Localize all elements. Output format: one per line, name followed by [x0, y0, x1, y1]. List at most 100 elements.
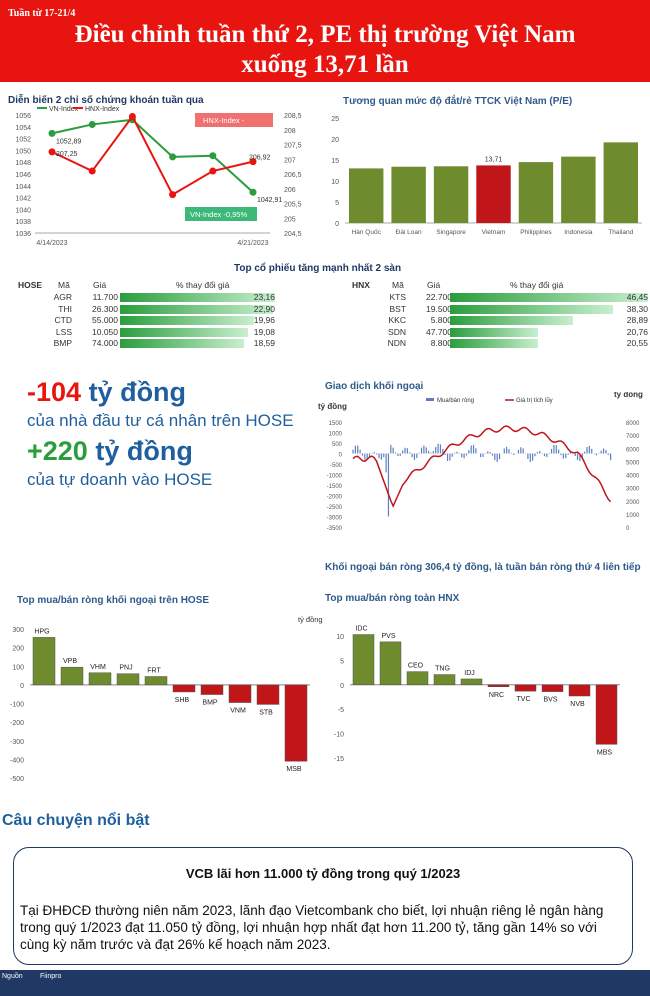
table-row: KTS 22.700 46,45	[352, 292, 650, 302]
y-tick-right: 2000	[626, 500, 640, 506]
row-code: LSS	[55, 326, 72, 337]
series-line-VN-Index	[51, 118, 254, 193]
index-line-chart: 1036 1038 1040 1042 1044 1046 1048 1050 1052 1054…	[15, 106, 302, 247]
y-tick: -500	[10, 776, 24, 783]
y-tick-left: 1056	[15, 113, 31, 120]
bar-label: TNG	[435, 666, 450, 673]
table-header: HOSE Mã Giá % thay đổi giá	[18, 280, 328, 290]
net-bar-HPG	[32, 637, 56, 686]
data-point	[209, 152, 217, 160]
net-bar-BMP	[200, 684, 224, 695]
row-change-bar	[120, 339, 245, 348]
y-tick-right: 206	[284, 187, 296, 194]
bar-label: MBS	[597, 749, 613, 756]
y-tick: 10	[336, 634, 344, 641]
y-tick-right: 4000	[626, 474, 640, 480]
row-code: AGR	[53, 292, 72, 302]
y-tick-left: 0	[339, 453, 343, 459]
bar-label: NRC	[489, 692, 504, 699]
hnx-net-title: Top mua/bán ròng toàn HNX	[325, 593, 460, 604]
net-bar-MSB	[284, 684, 308, 762]
row-change-bar	[120, 327, 248, 337]
data-point	[48, 129, 56, 137]
bar-label: IDC	[355, 626, 367, 633]
week-label: Tuần từ 17-21/4	[8, 8, 76, 19]
y-tick: -100	[10, 702, 24, 709]
data-point	[128, 112, 136, 120]
y-tick-right: 208	[284, 128, 296, 135]
hnx-start-label: 207,25	[56, 151, 78, 158]
y-tick: 10	[331, 179, 339, 186]
bar-label: CEO	[408, 663, 424, 670]
footer-label: Nguồn	[2, 973, 23, 980]
net-bar-IDJ	[460, 678, 483, 686]
net-bar-CEO	[406, 671, 429, 686]
x-tick: Indonesia	[564, 229, 593, 236]
row-code: SDN	[388, 326, 406, 337]
net-bar-VPB	[60, 666, 84, 686]
net-bar-PVS	[379, 641, 402, 686]
data-point	[169, 153, 177, 161]
y-tick-right: 0	[626, 526, 630, 532]
table-row: BMP 74.000 18,59	[18, 338, 328, 348]
row-price: 5.800	[430, 315, 452, 325]
x-tick: Hàn Quốc	[352, 227, 382, 236]
bar-label: PNJ	[119, 665, 132, 672]
x-tick: Vietnam	[482, 229, 506, 236]
pe-bar-Thailand	[603, 142, 638, 223]
headline-text-1: của nhà đầu tư cá nhân trên HOSE	[27, 411, 294, 430]
row-price: 22.700	[426, 292, 452, 302]
hose-net-bar-chart: 300 200 100 0 -100 -200 -300 -400 -500 HPG VPB VHM P…	[10, 627, 310, 783]
y-tick: -5	[338, 707, 344, 714]
top-gainers-title: Top cổ phiếu tăng mạnh nhất 2 sàn	[234, 263, 402, 274]
data-point	[249, 188, 257, 196]
y-tick: -200	[10, 720, 24, 727]
data-point	[169, 191, 177, 199]
y-tick: 25	[331, 116, 339, 123]
y-tick: 15	[331, 158, 339, 165]
row-change-value: 20,76	[626, 326, 648, 337]
net-bar-IDC	[352, 634, 375, 686]
y-tick-right: 204,5	[284, 231, 302, 238]
row-change-value: 28,89	[626, 315, 648, 325]
net-bar-NVB	[568, 684, 591, 697]
net-bar-VHM	[88, 672, 112, 686]
y-tick-right: 1000	[626, 513, 640, 519]
vn-callout: VN-Index -0,95%	[190, 210, 247, 219]
y-tick-left: 1048	[15, 160, 31, 167]
footer-source: Fiinpro	[40, 973, 62, 980]
y-tick: 100	[12, 664, 24, 671]
hnx-callout-box	[195, 113, 273, 127]
row-change-value: 19,96	[253, 315, 275, 325]
y-tick-right: 207,5	[284, 143, 302, 150]
y-tick-left: -1500	[327, 484, 343, 490]
row-price: 11.700	[92, 292, 118, 302]
bar-label: MSB	[286, 766, 302, 773]
table-row: BST 19.500 38,30	[352, 304, 650, 314]
value-2-unit: tỷ đồng	[95, 436, 193, 466]
y-axis-label: tỷ đồng	[298, 615, 323, 624]
row-change-value: 19,08	[253, 326, 275, 337]
row-change-bar	[120, 316, 254, 325]
header-cell: Mã	[392, 280, 404, 290]
table-row: AGR 11.700 23,16	[18, 292, 328, 302]
y-tick-left: 1046	[15, 172, 31, 179]
headline-value-1: -104 tỷ đồng	[27, 377, 186, 408]
y-tick-left: -3000	[327, 516, 343, 522]
y-tick-left: 1052	[15, 137, 31, 144]
pe-bar-Đài Loan	[391, 166, 426, 223]
value-1-unit: tỷ đồng	[88, 377, 187, 407]
vn-end-label: 1042,91	[257, 197, 282, 204]
bar-label: TVC	[517, 696, 531, 703]
x-tick: Philippines	[520, 229, 552, 236]
x-tick: Singapore	[436, 229, 466, 236]
bar-label: NVB	[570, 701, 585, 708]
legend-swatch	[426, 398, 434, 401]
hnx-end-label: 206,92	[249, 155, 271, 162]
hnx-gainers-table: HNX Mã Giá % thay đổi giá KTS 22.700 46,45 BST 1…	[352, 280, 650, 355]
net-bar-TVC	[514, 684, 537, 692]
pe-bar-Hàn Quốc	[349, 168, 384, 223]
row-change-bar	[450, 316, 574, 325]
story-title: VCB lãi hơn 11.000 tỷ đồng trong quý 1/2…	[185, 866, 461, 881]
net-bar-SHB	[172, 684, 196, 693]
